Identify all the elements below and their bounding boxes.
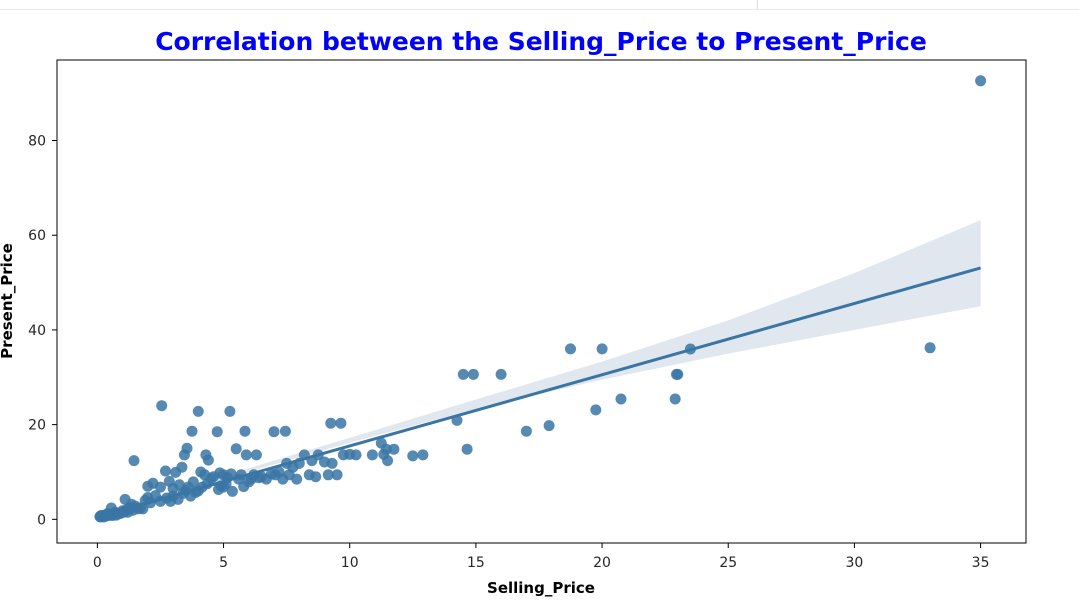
data-point [467,368,479,380]
data-point [382,455,394,467]
data-point [230,443,242,455]
data-point [192,405,204,417]
data-point [543,420,555,432]
data-point [495,368,507,380]
data-point [457,368,469,380]
data-point [322,469,334,481]
data-point [417,449,429,461]
x-tick-label: 5 [219,555,228,571]
data-point [160,465,171,477]
data-point [226,485,238,497]
data-point [407,450,419,462]
data-point [388,443,400,455]
y-tick-label: 80 [28,134,46,150]
data-point [268,426,280,438]
data-point [325,417,337,429]
data-point [186,425,198,437]
data-point [350,449,362,461]
data-point [279,425,291,437]
top-strip-divider [757,0,758,9]
x-tick-label: 35 [972,555,990,571]
notebook-top-strip [0,0,1079,10]
data-points-layer [94,75,987,523]
y-axis-label: Present_Price [0,243,16,359]
data-point [128,455,140,467]
x-tick-label: 20 [593,555,611,571]
regression-line-layer [99,266,982,518]
y-axis-ticks: 0 20 40 60 80 [28,134,57,528]
y-tick-label: 0 [37,512,46,528]
data-point [326,457,338,469]
x-tick-label: 15 [467,555,485,571]
data-point [224,405,236,417]
chart-title: Correlation between the Selling_Price to… [155,27,927,56]
data-point [176,461,188,473]
data-point [187,476,199,488]
data-point [461,443,473,455]
data-point [250,449,262,461]
data-point [202,454,214,466]
y-tick-label: 60 [28,228,46,244]
data-point [590,404,602,416]
y-tick-label: 20 [28,418,46,434]
data-point [239,425,251,437]
data-point [335,417,347,429]
data-point [155,481,166,493]
data-point [240,449,252,461]
data-point [331,469,343,481]
data-point [565,343,576,355]
y-tick-label: 40 [28,323,46,339]
data-point [672,368,684,380]
data-point [924,342,936,354]
x-tick-label: 0 [93,555,102,571]
data-point [380,443,392,455]
data-point [975,75,987,87]
x-axis-ticks: 0 5 10 15 20 25 30 35 [93,543,990,571]
data-point [596,343,608,355]
data-point [291,473,303,485]
x-tick-label: 25 [719,555,737,571]
plot-frame [56,59,1027,544]
data-point [520,425,532,437]
data-point [211,426,223,438]
data-point [181,442,193,454]
data-point [310,471,322,483]
data-point [669,393,681,405]
x-axis-label: Selling_Price [487,579,595,597]
data-point [615,393,627,405]
regression-line [99,266,982,518]
x-tick-label: 30 [845,555,863,571]
x-tick-label: 10 [341,555,359,571]
data-point [156,400,168,412]
data-point [366,449,378,461]
